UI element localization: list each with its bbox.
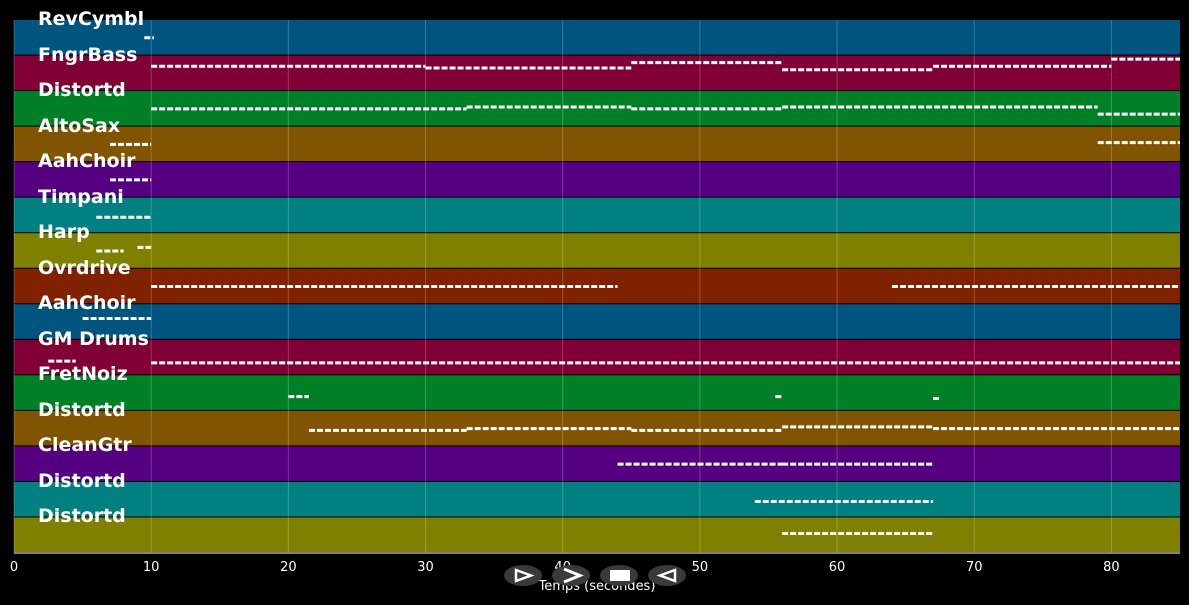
track-label: CleanGtr — [38, 434, 132, 457]
track-label: Ovrdrive — [38, 256, 131, 279]
forward-button[interactable] — [552, 565, 590, 586]
track-lane — [14, 339, 1180, 375]
track-label: FngrBass — [38, 43, 138, 66]
track-label: AltoSax — [38, 114, 121, 137]
track-lane — [14, 233, 1180, 268]
rewind-button[interactable] — [648, 565, 686, 586]
track-lane — [14, 55, 1180, 91]
track-label: AahChoir — [38, 292, 136, 315]
x-tick-label: 20 — [280, 560, 297, 575]
forward-icon — [563, 567, 584, 584]
track-lane — [14, 375, 1180, 410]
track-label: Distortd — [38, 79, 126, 102]
rewind-icon — [656, 568, 677, 583]
x-tick-label: 10 — [142, 560, 160, 575]
track-label: FretNoiz — [38, 363, 128, 386]
track-lane — [14, 20, 1180, 55]
track-lane — [14, 446, 1180, 481]
track-lane — [14, 481, 1180, 517]
track-lane — [14, 126, 1180, 162]
track-label: Distortd — [38, 469, 126, 492]
x-tick-label: 60 — [828, 560, 846, 575]
track-label: Distortd — [38, 505, 126, 528]
track-lane — [14, 162, 1180, 197]
stop-icon — [610, 570, 630, 581]
play-button[interactable] — [504, 565, 542, 586]
track-label: RevCymbl — [38, 8, 145, 30]
x-tick-label: 0 — [9, 560, 19, 575]
stop-button[interactable] — [600, 565, 638, 586]
track-label: Timpani — [38, 185, 124, 208]
track-lane — [14, 197, 1180, 233]
x-tick-label: 80 — [1103, 560, 1120, 575]
x-tick-label: 70 — [965, 560, 983, 575]
x-tick-label: 50 — [691, 560, 709, 575]
track-lane — [14, 517, 1180, 552]
x-tick-label: 30 — [417, 560, 434, 575]
track-label: GM Drums — [38, 327, 149, 350]
track-label: Harp — [38, 221, 90, 244]
track-label: AahChoir — [38, 150, 136, 173]
track-label: Distortd — [38, 398, 126, 421]
track-lane — [14, 304, 1180, 339]
play-icon — [514, 568, 535, 583]
